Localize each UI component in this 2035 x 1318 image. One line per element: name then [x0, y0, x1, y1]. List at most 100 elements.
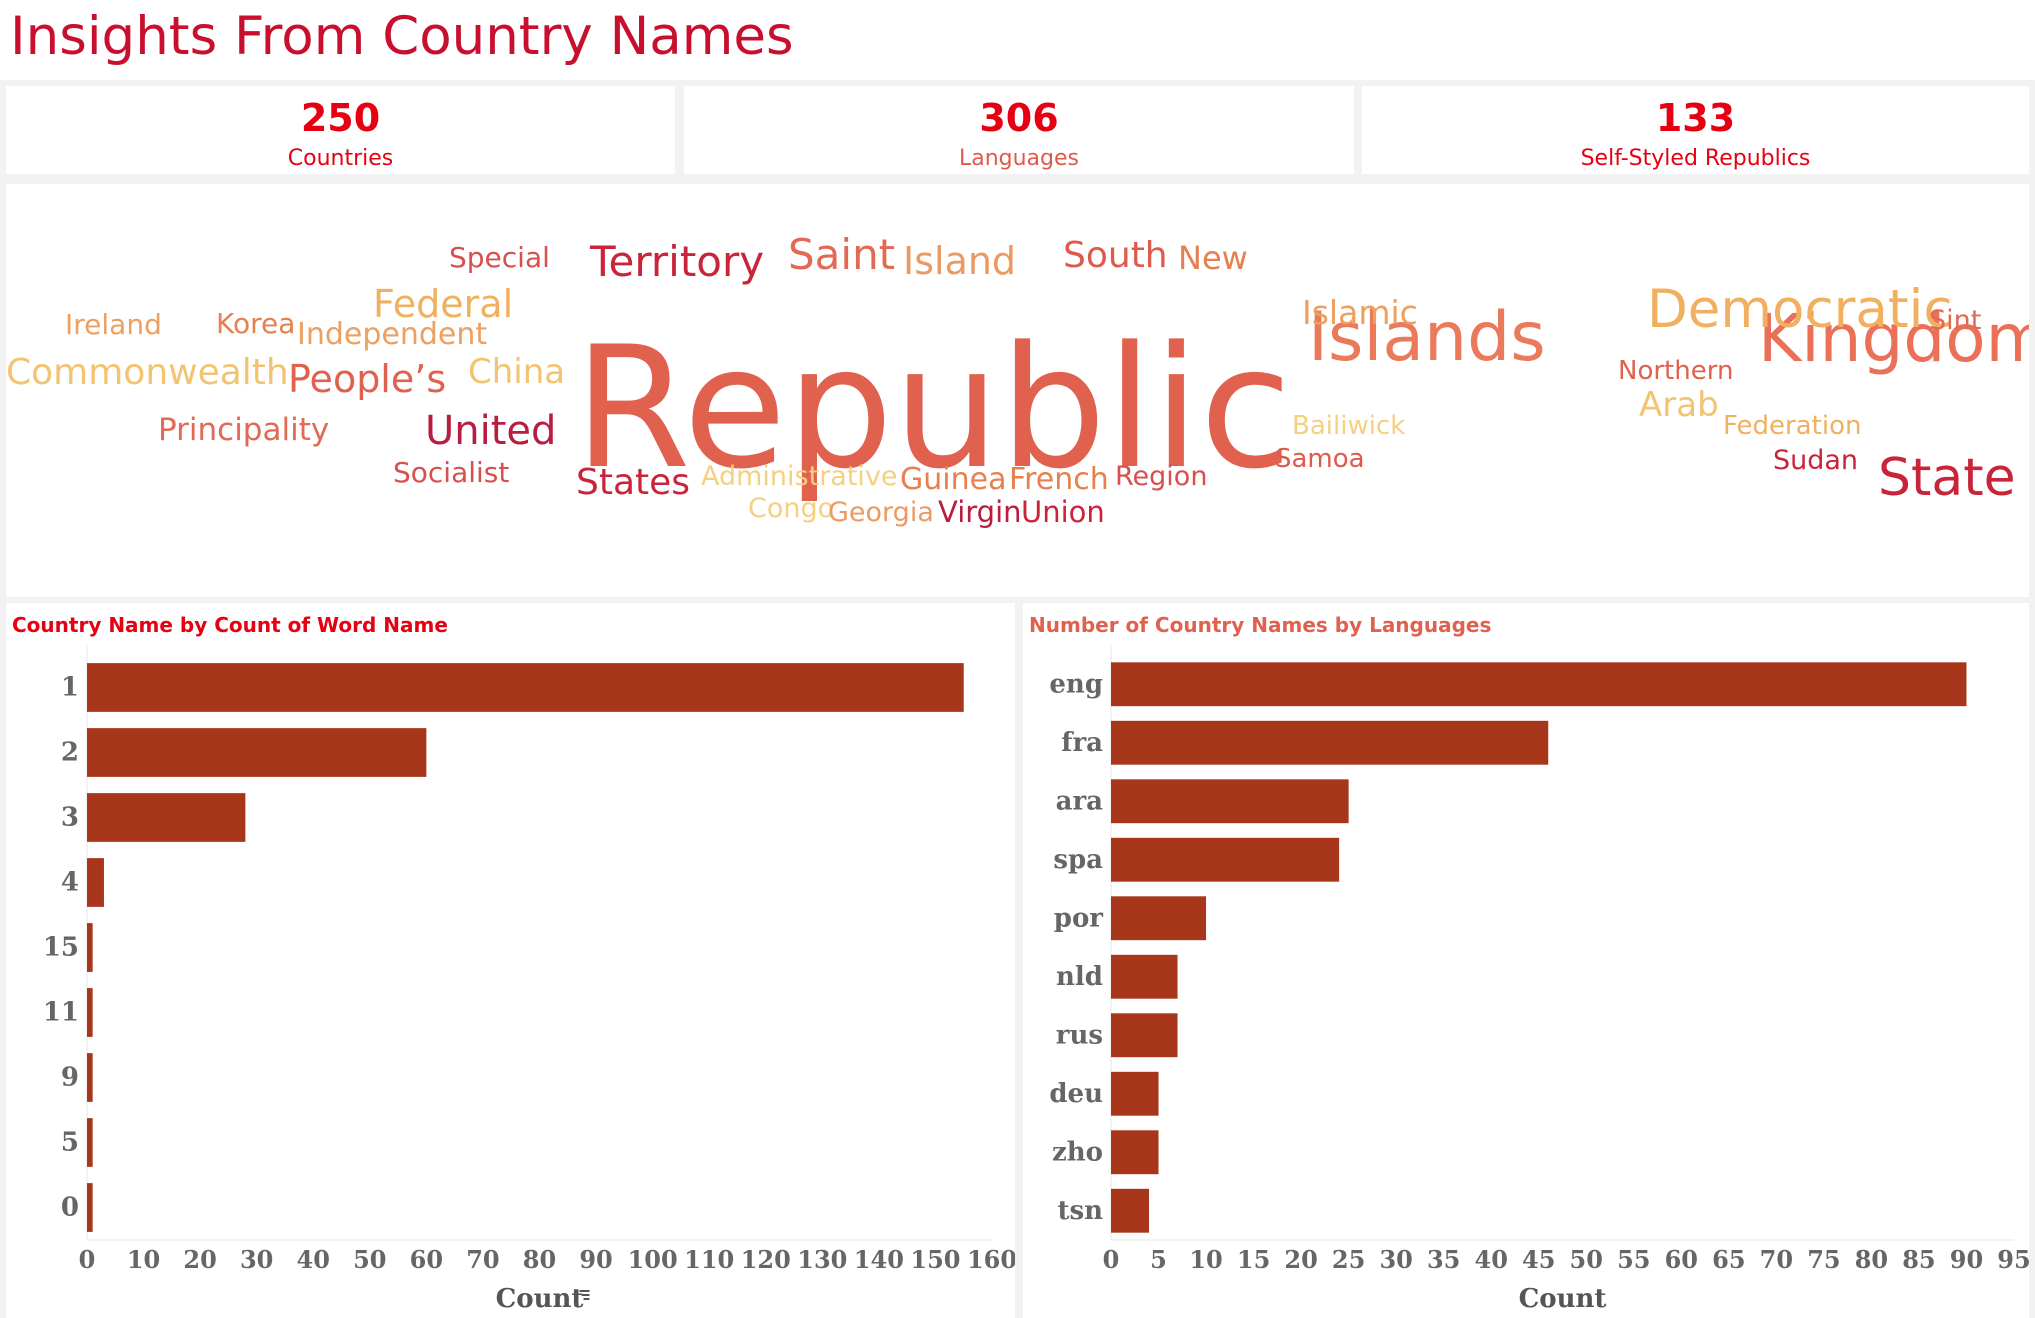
cloud-word: South: [1063, 235, 1168, 276]
cloud-word: New: [1178, 239, 1248, 277]
cloud-word: Bailiwick: [1292, 411, 1406, 441]
x-tick-label: 60: [1665, 1245, 1698, 1274]
bar: [87, 1053, 93, 1102]
x-tick-label: 55: [1617, 1245, 1650, 1274]
page-title: Insights From Country Names: [10, 6, 794, 67]
bar: [87, 923, 93, 972]
x-tick-label: 10: [127, 1245, 160, 1274]
y-tick-label: 9: [61, 1063, 79, 1093]
bar: [1111, 720, 1549, 765]
cloud-word: Islamic: [1302, 293, 1418, 332]
x-tick-label: 140: [854, 1245, 904, 1274]
y-tick-label: 5: [61, 1128, 79, 1158]
cloud-word: Federation: [1723, 411, 1862, 441]
x-tick-label: 20: [1284, 1245, 1317, 1274]
cloud-word: Virgin: [938, 495, 1022, 529]
kpi-value: 133: [1655, 96, 1736, 140]
x-tick-label: 40: [297, 1245, 330, 1274]
y-tick-label: ara: [1056, 786, 1104, 816]
cloud-word: States: [576, 462, 691, 503]
x-tick-label: 70: [1760, 1245, 1793, 1274]
x-tick-label: 150: [910, 1245, 960, 1274]
word-cloud: Republic Islands Kingdom Democratic State Ter…: [6, 184, 2029, 597]
x-tick-label: 80: [1855, 1245, 1888, 1274]
bar: [1111, 896, 1207, 941]
x-axis-label: Count: [496, 1284, 584, 1314]
bar: [87, 793, 246, 842]
y-tick-label: rus: [1056, 1020, 1103, 1050]
y-tick-label: 4: [61, 868, 79, 898]
bar: [87, 663, 964, 712]
cloud-word: Islands: [1308, 298, 1546, 377]
cloud-word: Georgia: [828, 497, 934, 528]
cloud-word: Republic: [574, 310, 1293, 506]
x-tick-label: 110: [684, 1245, 734, 1274]
cloud-word: Ireland: [65, 308, 162, 341]
x-tick-label: 50: [1570, 1245, 1603, 1274]
cloud-word: Special: [449, 241, 550, 274]
x-tick-label: 20: [183, 1245, 216, 1274]
cloud-word: Congo: [748, 493, 835, 524]
y-tick-label: 3: [61, 803, 79, 833]
x-tick-label: 0: [1103, 1245, 1120, 1274]
bar: [1111, 662, 1967, 707]
x-axis-label: Count: [1519, 1284, 1607, 1314]
y-tick-label: spa: [1053, 845, 1103, 875]
cloud-word: Korea: [216, 307, 296, 340]
cloud-word: French: [1009, 462, 1109, 497]
y-tick-label: 11: [43, 998, 79, 1028]
bar: [87, 728, 427, 777]
y-tick-label: nld: [1056, 962, 1103, 992]
cloud-word: Island: [903, 239, 1017, 283]
x-tick-label: 45: [1522, 1245, 1555, 1274]
y-tick-label: 0: [61, 1193, 79, 1223]
kpi-value: 306: [979, 96, 1059, 140]
x-tick-label: 65: [1712, 1245, 1745, 1274]
cloud-word: Independent: [297, 317, 488, 352]
y-tick-label: 1: [61, 673, 79, 703]
x-tick-label: 40: [1475, 1245, 1508, 1274]
cloud-word: Territory: [590, 237, 765, 286]
x-tick-label: 85: [1902, 1245, 1935, 1274]
cloud-word: Sudan: [1773, 445, 1859, 476]
cloud-word: Principality: [158, 412, 330, 448]
bar: [87, 988, 93, 1037]
kpi-label: Self-Styled Republics: [1580, 146, 1811, 171]
kpi-value: 250: [300, 96, 381, 140]
x-tick-label: 70: [466, 1245, 499, 1274]
sort-icon-line: [579, 1290, 590, 1292]
y-tick-label: 2: [61, 738, 79, 768]
x-tick-label: 15: [1237, 1245, 1270, 1274]
cloud-word: Union: [1021, 495, 1105, 529]
y-tick-label: zho: [1052, 1137, 1103, 1167]
bar: [1111, 1188, 1150, 1233]
bar: [1111, 837, 1340, 882]
x-tick-label: 5: [1150, 1245, 1167, 1274]
languages-chart: Number of Country Names by Languages eng…: [1023, 603, 2029, 1318]
cloud-word: China: [468, 352, 566, 392]
y-tick-label: 15: [43, 933, 79, 963]
y-tick-label: fra: [1061, 728, 1103, 758]
bar: [1111, 1071, 1159, 1116]
kpi-languages: 306 Languages: [684, 86, 1354, 174]
cloud-word: Democratic: [1647, 279, 1953, 340]
bar: [1111, 779, 1349, 824]
title-bar: Insights From Country Names: [0, 0, 2035, 80]
sort-icon-line: [583, 1298, 590, 1300]
cloud-word: Administrative: [701, 461, 898, 492]
bar: [87, 1183, 93, 1232]
y-tick-label: tsn: [1057, 1196, 1103, 1226]
cloud-word: Guinea: [900, 462, 1007, 497]
kpi-label: Languages: [958, 146, 1080, 171]
cloud-word: Northern: [1618, 356, 1734, 386]
bar: [87, 1118, 93, 1167]
x-tick-label: 80: [523, 1245, 556, 1274]
cloud-word: Region: [1115, 461, 1208, 492]
sort-descending-icon: [579, 1290, 590, 1300]
sort-icon-line: [581, 1294, 590, 1296]
bar: [1111, 954, 1178, 999]
x-tick-label: 160: [967, 1245, 1015, 1274]
cloud-word: Arab: [1639, 385, 1719, 425]
x-tick-label: 0: [79, 1245, 96, 1274]
